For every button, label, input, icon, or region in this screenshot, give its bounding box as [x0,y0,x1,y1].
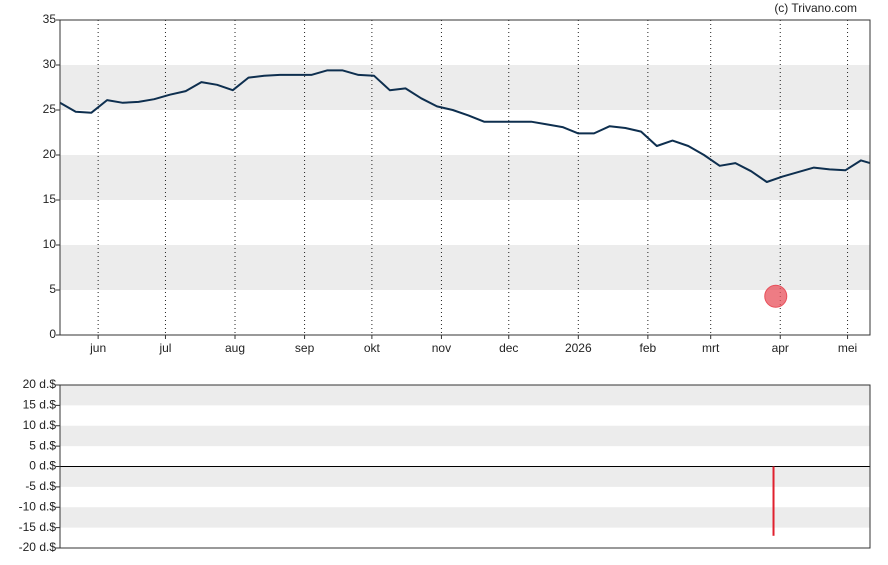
y-tick-label: -10 d.$ [19,499,57,513]
x-tick-label: nov [432,341,451,355]
y-tick-label: 30 [43,57,57,71]
x-tick-label: aug [225,341,245,355]
y-tick-label: 35 [43,12,57,26]
grid-band [60,507,870,528]
y-tick-label: 0 d.$ [29,459,56,473]
x-tick-label: 2026 [565,341,592,355]
x-tick-label: feb [640,341,657,355]
x-tick-label: okt [364,341,381,355]
plot-border [59,384,871,549]
y-tick-label: 20 [43,147,57,161]
grid-band [60,425,870,447]
y-tick-label: 10 [43,237,57,251]
plot-border [59,19,871,336]
y-tick-label: -20 d.$ [19,540,57,554]
y-tick-label: 20 d.$ [23,377,57,391]
credit: (c) Trivano.com [774,1,857,15]
y-tick-label: 5 d.$ [29,438,56,452]
bar [772,466,775,536]
x-tick-label: apr [772,341,789,355]
event-marker [764,284,788,308]
grid-band [60,65,870,110]
grid-band [60,155,870,200]
x-tick-label: sep [295,341,315,355]
x-tick-label: dec [499,341,518,355]
y-tick-label: 15 [43,192,57,206]
y-tick-label: 25 [43,102,57,116]
grid-band [60,385,870,406]
y-tick-label: -15 d.$ [19,520,57,534]
grid-band [60,466,870,487]
x-tick-label: jul [158,341,171,355]
y-tick-label: 5 [49,282,56,296]
x-tick-label: mei [838,341,857,355]
grid-band [60,245,870,290]
y-tick-label: 10 d.$ [23,418,57,432]
x-tick-label: jun [89,341,106,355]
y-tick-label: 15 d.$ [23,398,57,412]
x-tick-label: mrt [702,341,720,355]
y-tick-label: -5 d.$ [25,479,56,493]
price-line [59,69,871,183]
y-tick-label: 0 [49,327,56,341]
